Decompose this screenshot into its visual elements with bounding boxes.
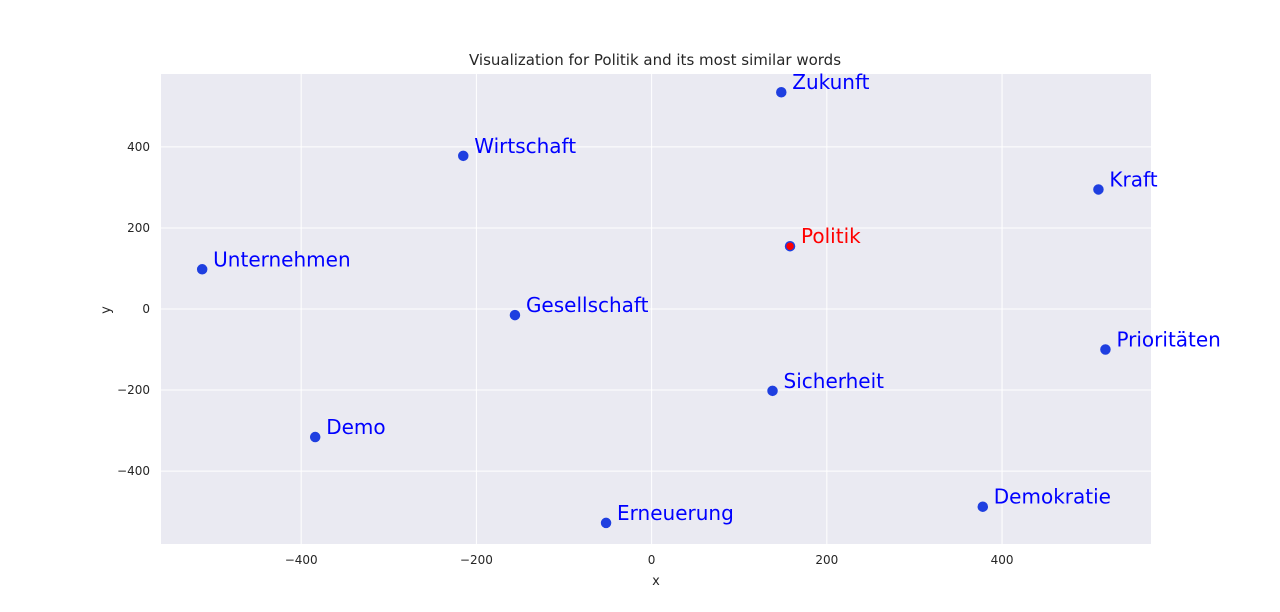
data-label: Prioritäten [1116, 328, 1220, 352]
data-label: Wirtschaft [474, 134, 576, 158]
y-tick-label: 0 [142, 302, 150, 316]
y-axis-ticks: −400 −200 0 200 400 [117, 140, 150, 478]
data-point [600, 517, 612, 529]
x-tick-label: −400 [285, 553, 318, 567]
x-tick-label: 200 [815, 553, 838, 567]
data-label: Zukunft [792, 70, 869, 94]
data-point [509, 309, 521, 321]
data-points [196, 86, 1111, 529]
data-label: Gesellschaft [526, 293, 649, 317]
y-tick-label: −200 [117, 383, 150, 397]
data-labels: Politik Zukunft Wirtschaft Kraft Unternehmen… [213, 70, 1221, 525]
data-point [784, 240, 796, 252]
data-label: Demokratie [994, 485, 1111, 509]
grid-lines [161, 74, 1151, 544]
data-label: Kraft [1109, 167, 1157, 191]
x-tick-label: −200 [460, 553, 493, 567]
data-point [309, 431, 321, 443]
data-label: Erneuerung [617, 501, 734, 525]
data-label: Politik [801, 224, 861, 248]
data-point [776, 86, 787, 98]
y-tick-label: −400 [117, 464, 150, 478]
y-tick-label: 400 [127, 140, 150, 154]
data-label: Sicherheit [784, 369, 885, 393]
x-tick-label: 0 [648, 553, 656, 567]
x-axis-ticks: −400 −200 0 200 400 [285, 553, 1014, 567]
x-tick-label: 400 [991, 553, 1014, 567]
data-label: Demo [326, 415, 385, 439]
data-point [1093, 184, 1104, 195]
data-point [196, 264, 208, 275]
data-point [458, 150, 469, 162]
x-axis-label: x [652, 574, 660, 589]
y-tick-label: 200 [127, 221, 150, 235]
y-axis-label: y [99, 306, 114, 314]
data-point [767, 385, 778, 397]
data-label: Unternehmen [213, 247, 350, 271]
data-point [1100, 344, 1111, 355]
chart-title: Visualization for Politik and its most s… [469, 51, 841, 69]
data-point [977, 501, 989, 512]
